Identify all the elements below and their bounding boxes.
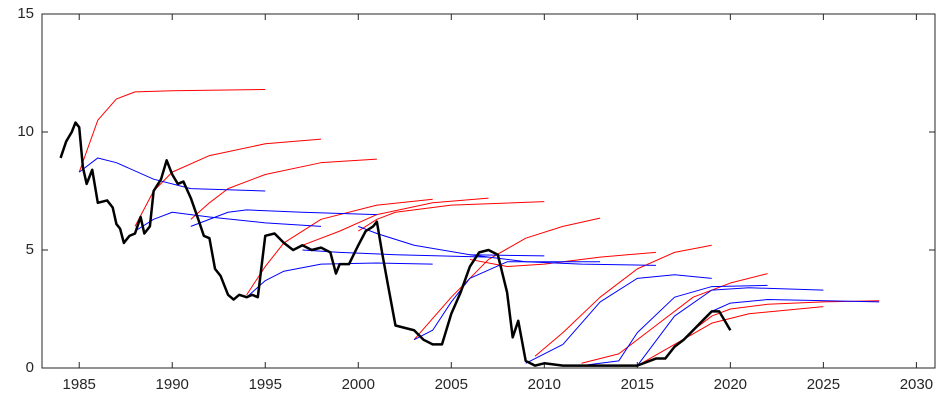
series-line bbox=[59, 121, 732, 367]
series-line bbox=[134, 138, 322, 227]
x-tick-label: 2000 bbox=[342, 376, 375, 393]
series-line bbox=[190, 209, 377, 227]
series-line bbox=[636, 287, 824, 366]
y-tick-label: 10 bbox=[17, 123, 34, 140]
series-line bbox=[581, 284, 768, 367]
series-line bbox=[581, 273, 768, 364]
x-tick-label: 1985 bbox=[63, 376, 96, 393]
series-line bbox=[692, 300, 880, 331]
y-tick-label: 0 bbox=[26, 359, 34, 376]
x-tick-label: 1995 bbox=[249, 376, 282, 393]
series-line bbox=[358, 201, 545, 232]
series-line bbox=[525, 274, 712, 364]
x-tick-label: 1990 bbox=[156, 376, 189, 393]
plot-area bbox=[41, 13, 936, 369]
series-line bbox=[78, 89, 266, 173]
series-line bbox=[469, 251, 656, 268]
y-tick-label: 5 bbox=[26, 241, 34, 258]
x-tick-label: 2005 bbox=[435, 376, 468, 393]
series-line bbox=[246, 262, 433, 298]
x-tick-label: 2020 bbox=[714, 376, 747, 393]
series-line bbox=[302, 249, 489, 258]
series-line bbox=[358, 225, 545, 257]
x-tick-label: 2030 bbox=[900, 376, 933, 393]
y-tick-label: 15 bbox=[17, 5, 34, 22]
x-tick-label: 2010 bbox=[528, 376, 561, 393]
series-line bbox=[413, 217, 601, 341]
series-line bbox=[534, 244, 712, 357]
x-tick-label: 2025 bbox=[807, 376, 840, 393]
x-tick-label: 2015 bbox=[621, 376, 654, 393]
series-line bbox=[190, 158, 377, 220]
series-line bbox=[637, 306, 824, 367]
series-line bbox=[78, 157, 266, 192]
